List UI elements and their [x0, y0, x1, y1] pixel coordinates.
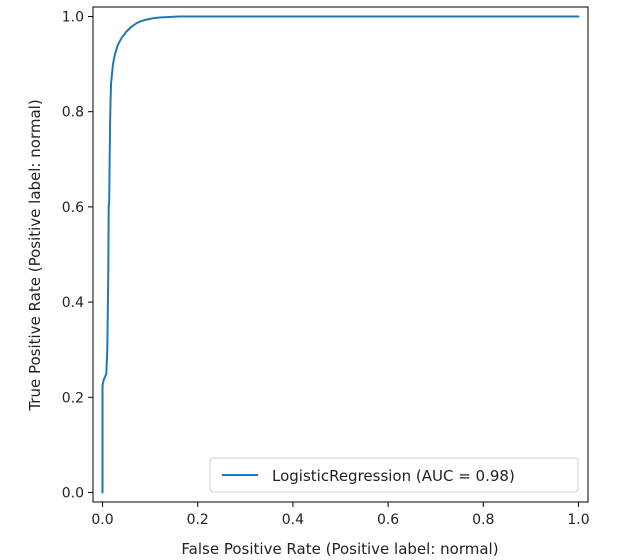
x-tick-label: 1.0: [567, 512, 589, 528]
y-tick-label: 0.0: [62, 485, 84, 501]
x-tick-label: 0.6: [377, 512, 399, 528]
axis-ticks: 0.0 0.2 0.4 0.6 0.8 1.0 0.0 0.2 0.4 0.6 0.8 1.0: [62, 10, 590, 528]
y-tick-label: 0.2: [62, 390, 84, 406]
x-tick-label: 0.2: [187, 512, 209, 528]
legend: LogisticRegression (AUC = 0.98): [209, 457, 579, 493]
series-lines: [101, 15, 580, 494]
axes-frame: [92, 6, 589, 503]
y-axis-label: True Positive Rate (Positive label: norm…: [26, 99, 44, 411]
y-tick-label: 1.0: [62, 10, 84, 26]
x-tick-label: 0.4: [282, 512, 304, 528]
roc-curve-series-0: [101, 15, 580, 494]
y-tick-label: 0.4: [62, 295, 84, 311]
x-axis-label: False Positive Rate (Positive label: nor…: [181, 540, 498, 558]
y-tick-label: 0.6: [62, 200, 84, 216]
legend-entry-label: LogisticRegression (AUC = 0.98): [272, 467, 515, 485]
y-tick-label: 0.8: [62, 105, 84, 121]
x-tick-label: 0.8: [472, 512, 494, 528]
x-tick-label: 0.0: [91, 512, 113, 528]
legend-box: [209, 457, 579, 493]
